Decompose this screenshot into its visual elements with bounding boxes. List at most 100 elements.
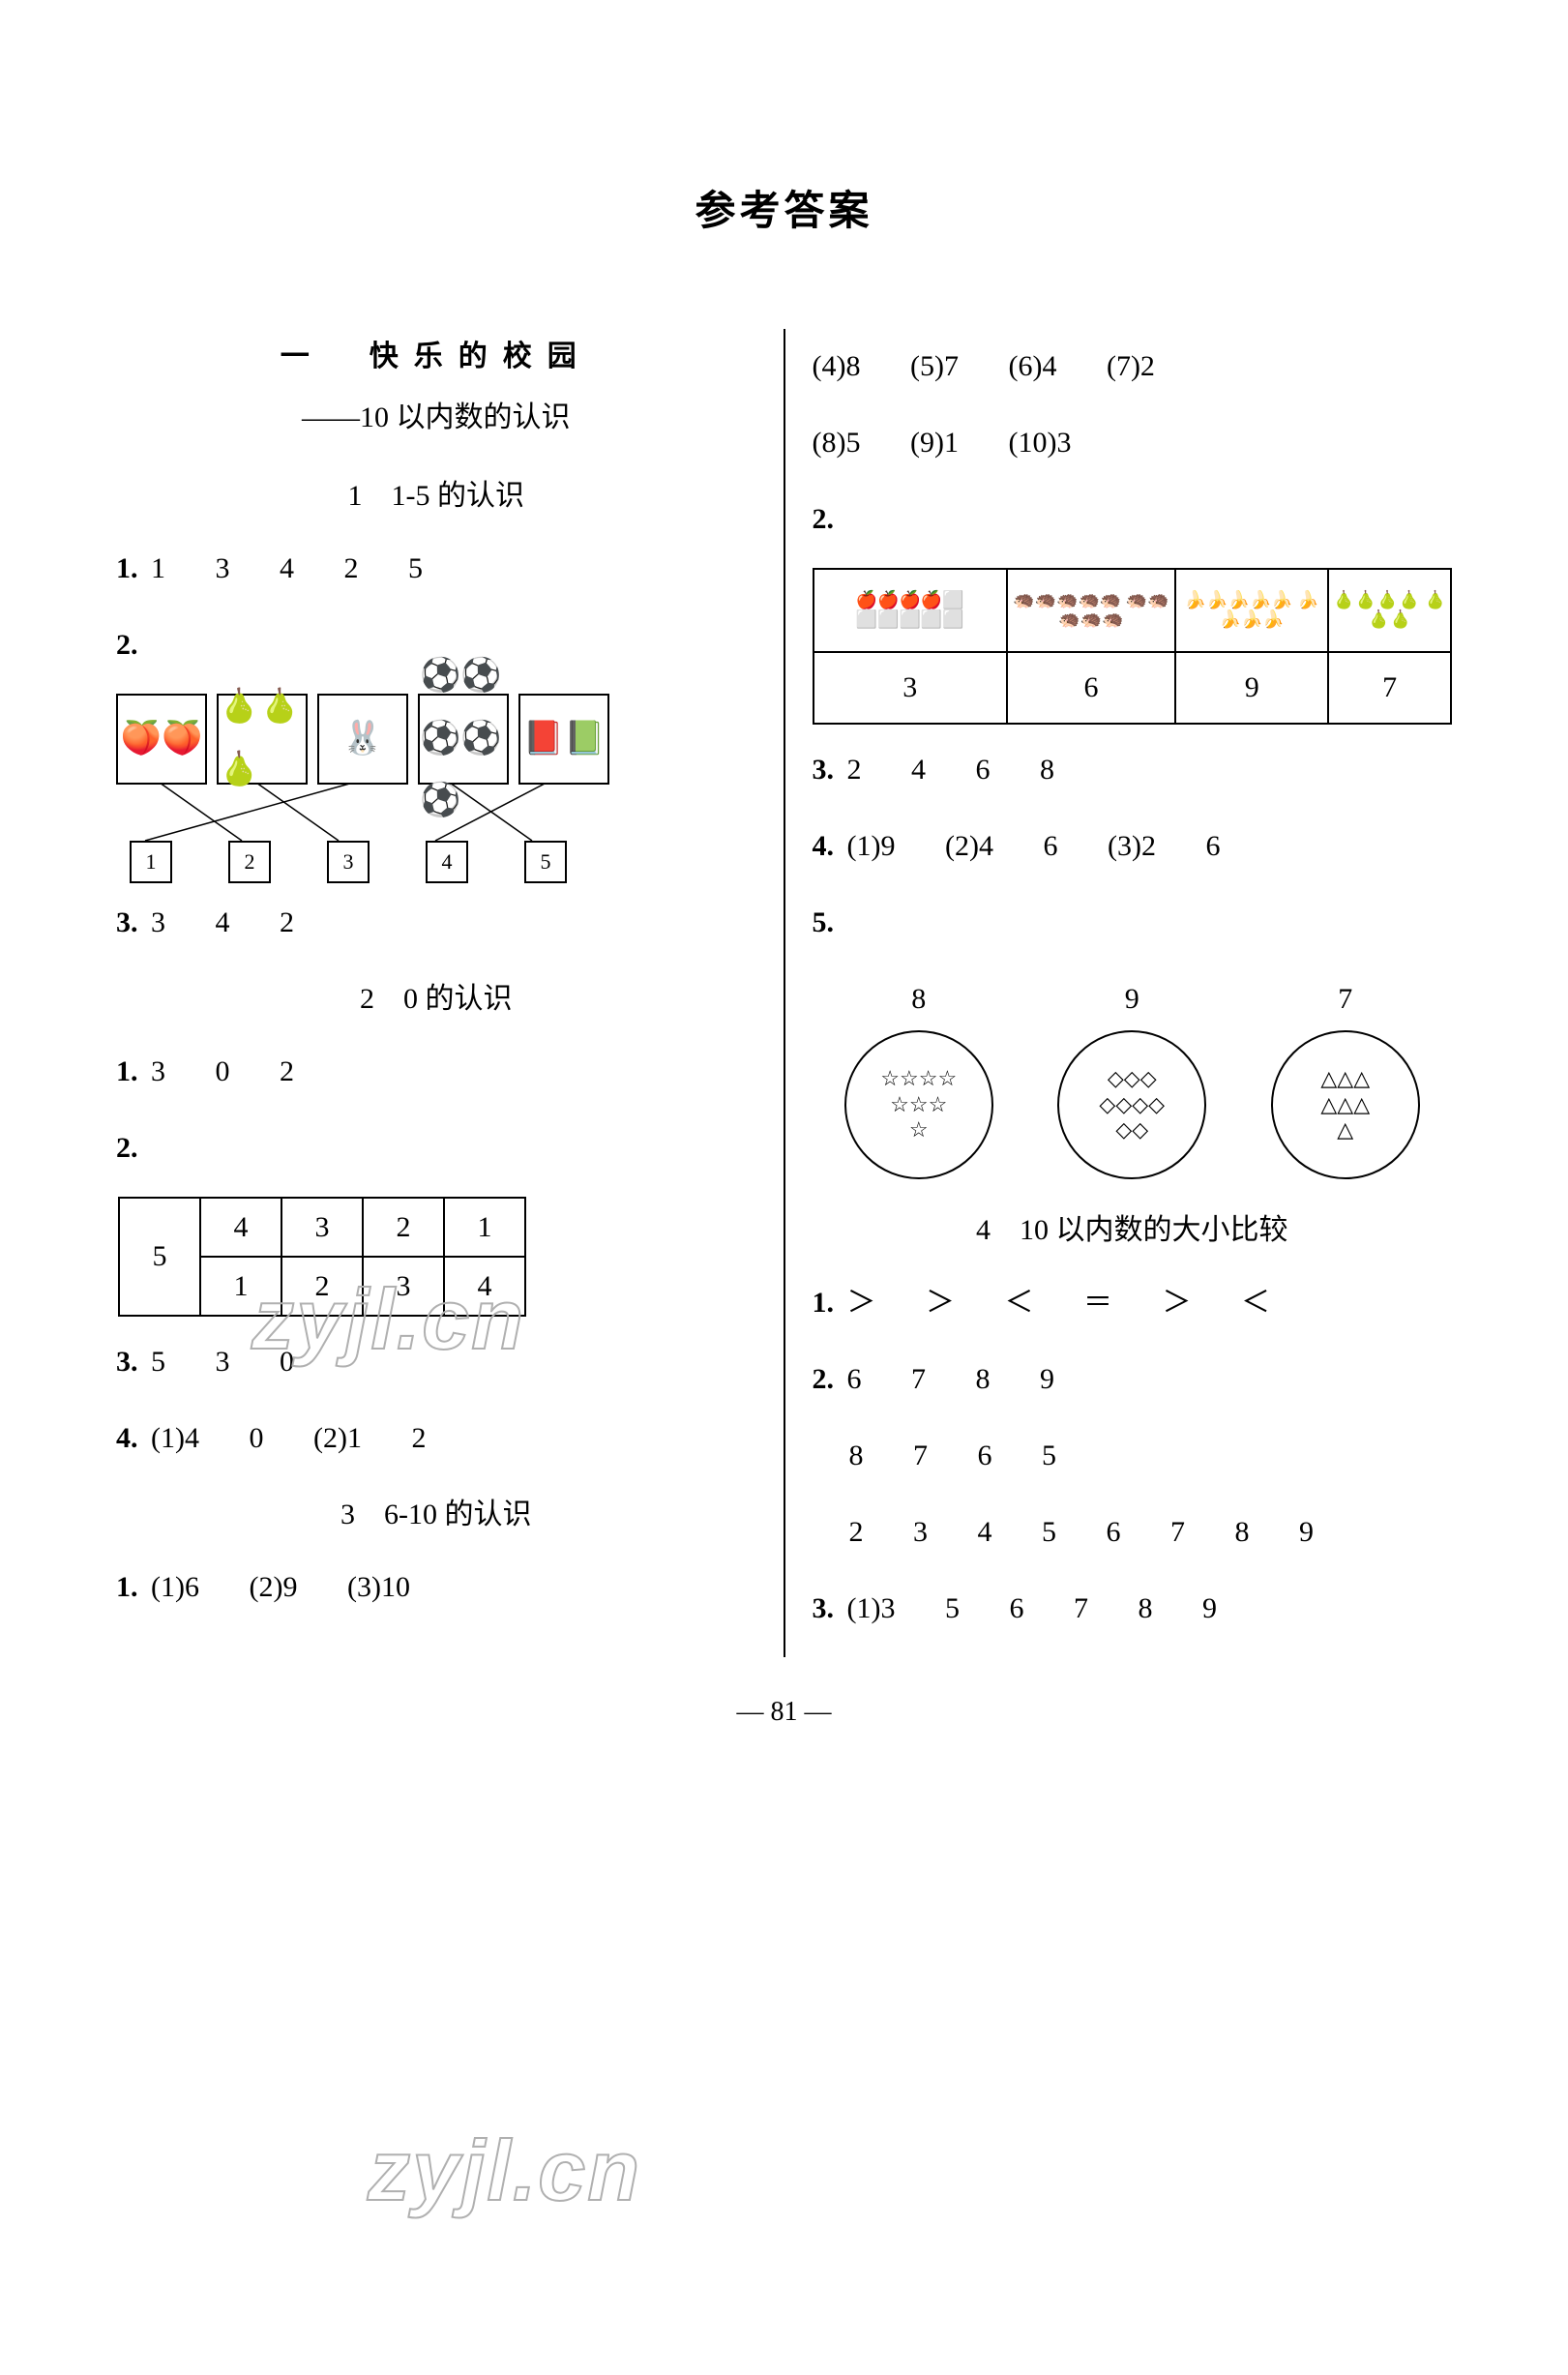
ans: (1)9 xyxy=(847,830,896,862)
q3: 3. 3 4 2 xyxy=(116,895,756,950)
ans: 7 xyxy=(911,1363,926,1395)
table-cell: 4 xyxy=(444,1257,525,1316)
match-pic: 🍐🍐🍐 xyxy=(217,694,308,785)
circle-glyphs: ☆☆☆☆ ☆☆☆ ☆ xyxy=(880,1066,957,1143)
ans: (3)2 xyxy=(1108,830,1156,862)
q-label: 2. xyxy=(813,503,835,535)
section-2-title: 2 0 的认识 xyxy=(116,971,756,1026)
circle-number: 7 xyxy=(1271,971,1420,1026)
ans: 2 xyxy=(344,552,359,584)
page-title: 参考答案 xyxy=(116,174,1452,252)
table-cell: 2 xyxy=(363,1198,444,1257)
left-column: 一 快乐的校园 ——10 以内数的认识 1 1-5 的认识 1. 1 3 4 2… xyxy=(116,329,756,1657)
ans: 8 xyxy=(1138,1592,1152,1624)
ans: 2 xyxy=(280,906,294,938)
ans: ＝ xyxy=(1083,1287,1112,1319)
ans: 5 xyxy=(408,552,423,584)
ans: 6 xyxy=(1205,830,1220,862)
table-cell: 7 xyxy=(1328,652,1451,724)
match-num: 3 xyxy=(327,841,370,883)
q1: 1. 1 3 4 2 5 xyxy=(116,541,756,596)
q-label: 3. xyxy=(116,906,138,938)
ans: 6 xyxy=(1009,1592,1023,1624)
circle-item: 8 ☆☆☆☆ ☆☆☆ ☆ xyxy=(844,971,993,1179)
ans: 6 xyxy=(978,1440,992,1471)
section-1-title: 1 1-5 的认识 xyxy=(116,468,756,523)
ans: (1)3 xyxy=(847,1592,896,1624)
ans: 3 xyxy=(151,1055,165,1087)
table-pic-cell: 🍐🍐🍐🍐 🍐🍐🍐 xyxy=(1328,569,1451,652)
ans: ＞ xyxy=(926,1287,955,1319)
ans: 5 xyxy=(945,1592,960,1624)
q-label: 1. xyxy=(116,1055,138,1087)
ans: 0 xyxy=(216,1055,230,1087)
ans: ＞ xyxy=(847,1287,876,1319)
q-label: 3. xyxy=(813,1592,835,1624)
ans: (3)10 xyxy=(347,1571,410,1603)
match-num: 4 xyxy=(426,841,468,883)
unit-subtitle: ——10 以内数的认识 xyxy=(116,390,756,445)
ans: 2 xyxy=(280,1055,294,1087)
ans: 7 xyxy=(913,1440,928,1471)
right-column: (4)8 (5)7 (6)4 (7)2 (8)5 (9)1 (10)3 2. 🍎… xyxy=(813,329,1453,1657)
table-pic-cell: 🦔🦔🦔🦔🦔 🦔🦔🦔🦔🦔 xyxy=(1007,569,1175,652)
ans: (2)9 xyxy=(249,1571,297,1603)
ans: (4)8 xyxy=(813,350,861,382)
table-cell: 3 xyxy=(814,652,1007,724)
ans: 4 xyxy=(978,1516,992,1548)
ans: (2)4 xyxy=(945,830,993,862)
r-q5: 5. xyxy=(813,895,1453,950)
table-cell: 2 xyxy=(281,1257,363,1316)
table-cell: 1 xyxy=(200,1257,281,1316)
table-cell: 9 xyxy=(1175,652,1328,724)
matching-exercise: 🍑🍑 🍐🍐🍐 🐰 ⚽⚽⚽⚽⚽ 📕📗 1 xyxy=(116,694,756,883)
ans: (1)4 xyxy=(151,1422,199,1454)
circle-glyphs: △△△ △△△ △ xyxy=(1320,1066,1370,1143)
ans: 3 xyxy=(913,1516,928,1548)
s3-q1-cont1: (4)8 (5)7 (6)4 (7)2 xyxy=(813,339,1453,394)
ans: (8)5 xyxy=(813,427,861,459)
circle-shape: ◇◇◇ ◇◇◇◇ ◇◇ xyxy=(1057,1030,1206,1179)
circles-row: 8 ☆☆☆☆ ☆☆☆ ☆ 9 ◇◇◇ ◇◇◇◇ ◇◇ 7 △△△ △△△ △ xyxy=(813,971,1453,1179)
ans: 7 xyxy=(1170,1516,1185,1548)
ans: 8 xyxy=(849,1440,864,1471)
ans: 3 xyxy=(151,906,165,938)
ans: 3 xyxy=(216,1346,230,1378)
table-cell: 3 xyxy=(281,1198,363,1257)
ans: 6 xyxy=(1043,830,1057,862)
r-q2: 2. xyxy=(813,491,1453,547)
q-label: 4. xyxy=(813,830,835,862)
split-5-table: 5 4 3 2 1 1 2 3 4 xyxy=(118,1197,526,1317)
ans: 9 xyxy=(1299,1516,1314,1548)
ans: 4 xyxy=(280,552,294,584)
section-4-title: 4 10 以内数的大小比较 xyxy=(813,1202,1453,1258)
q-label: 5. xyxy=(813,906,835,938)
ans: 9 xyxy=(1202,1592,1217,1624)
s4-q2-r1: 2. 6 7 8 9 xyxy=(813,1351,1453,1407)
s4-q3: 3. (1)3 5 6 7 8 9 xyxy=(813,1581,1453,1636)
ans: 6 xyxy=(1107,1516,1121,1548)
circle-item: 7 △△△ △△△ △ xyxy=(1271,971,1420,1179)
s4-q2-r3: 2 3 4 5 6 7 8 9 xyxy=(813,1504,1453,1559)
ans: (2)1 xyxy=(313,1422,362,1454)
match-pic: 🍑🍑 xyxy=(116,694,207,785)
circle-shape: ☆☆☆☆ ☆☆☆ ☆ xyxy=(844,1030,993,1179)
ans: 5 xyxy=(1042,1440,1056,1471)
circle-number: 8 xyxy=(844,971,993,1026)
match-pic: 🐰 xyxy=(317,694,408,785)
ans: 0 xyxy=(249,1422,263,1454)
ans: 7 xyxy=(1074,1592,1088,1624)
table-cell: 1 xyxy=(444,1198,525,1257)
match-pic: ⚽⚽⚽⚽⚽ xyxy=(418,694,509,785)
q-label: 1. xyxy=(813,1287,835,1319)
ans: ＜ xyxy=(1005,1287,1034,1319)
ans: (6)4 xyxy=(1008,350,1056,382)
ans: 4 xyxy=(216,906,230,938)
q-label: 3. xyxy=(116,1346,138,1378)
unit-title: 一 快乐的校园 xyxy=(116,329,756,384)
q-label: 2. xyxy=(116,629,138,661)
s2-q4: 4. (1)4 0 (2)1 2 xyxy=(116,1410,756,1466)
ans: 8 xyxy=(1040,754,1054,786)
q-label: 1. xyxy=(116,552,138,584)
table-pic-cell: 🍌🍌🍌🍌🍌 🍌🍌🍌🍌 xyxy=(1175,569,1328,652)
